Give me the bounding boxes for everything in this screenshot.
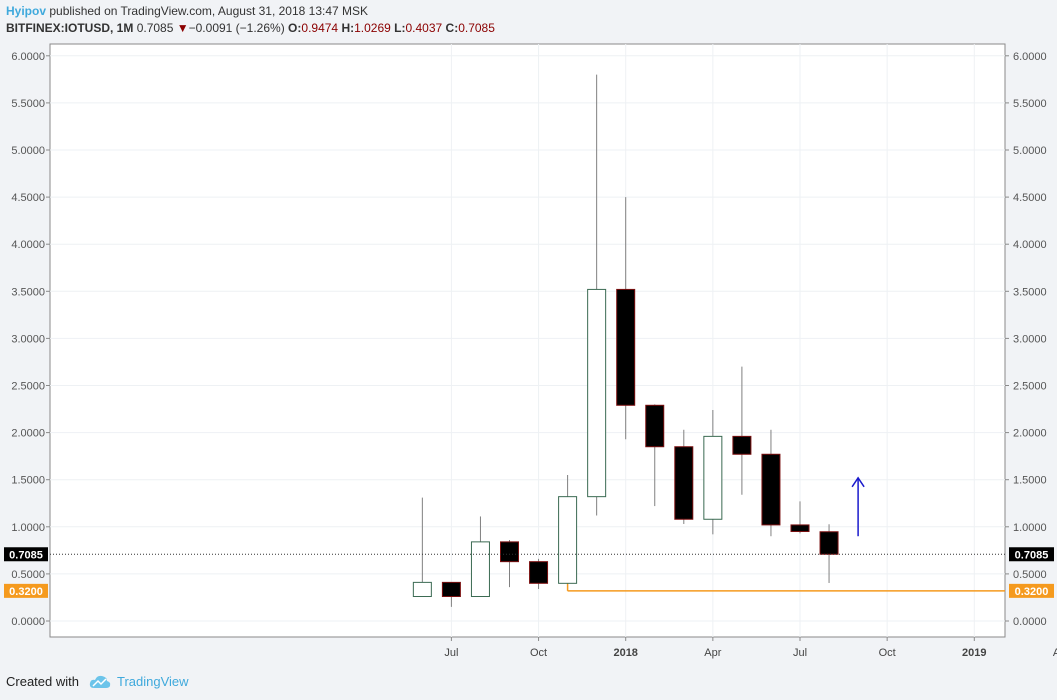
last-price-tag-right-bg bbox=[1009, 547, 1054, 562]
y-tick-label-right: 3.5000 bbox=[1013, 286, 1047, 298]
y-tick-label-left: 2.5000 bbox=[11, 381, 45, 393]
y-tick-label-left: 1.5000 bbox=[11, 475, 45, 487]
ohlc-line: BITFINEX:IOTUSD, 1M 0.7085 ▼−0.0091 (−1.… bbox=[6, 20, 495, 37]
high-label: H: bbox=[341, 21, 355, 35]
y-tick-label-left: 4.5000 bbox=[11, 192, 45, 204]
support-tag-left: 0.3200 bbox=[9, 586, 43, 598]
candle-down[interactable] bbox=[761, 453, 781, 526]
last-price-tag-left-bg bbox=[4, 547, 48, 562]
high-value: 1.0269 bbox=[354, 21, 391, 35]
y-tick-label-right: 4.0000 bbox=[1013, 239, 1047, 251]
candle-down[interactable] bbox=[441, 581, 461, 598]
grid-lines bbox=[50, 44, 1005, 637]
publish-info: published on TradingView.com, August 31,… bbox=[49, 4, 369, 18]
open-label: O: bbox=[288, 21, 302, 35]
x-tick-label: Jul bbox=[444, 647, 458, 659]
x-axis: JulOct2018AprJulOct2019AprJ bbox=[444, 637, 1057, 659]
last-price-tag-left: 0.7085 bbox=[9, 549, 43, 561]
author-link[interactable]: Hyipov bbox=[6, 4, 47, 18]
down-triangle-icon: ▼ bbox=[176, 21, 189, 35]
candles-layer bbox=[412, 74, 839, 607]
y-tick-label-left: 3.5000 bbox=[11, 286, 45, 298]
candle-down[interactable] bbox=[645, 404, 665, 448]
x-tick-label: Apr bbox=[704, 647, 721, 659]
candle-down[interactable] bbox=[819, 531, 839, 555]
y-tick-label-left: 6.0000 bbox=[11, 51, 45, 63]
candle-down[interactable] bbox=[500, 541, 519, 563]
support-tag-right: 0.3200 bbox=[1015, 586, 1049, 598]
support-tag-right-bg bbox=[1009, 583, 1054, 598]
close-label: C: bbox=[445, 21, 459, 35]
y-tick-label-left: 0.0000 bbox=[11, 616, 45, 628]
candle-down[interactable] bbox=[790, 524, 810, 533]
y-tick-label-left: 3.0000 bbox=[11, 333, 45, 345]
y-tick-label-right: 6.0000 bbox=[1013, 51, 1047, 63]
candle-up[interactable] bbox=[470, 541, 490, 598]
y-tick-label-left: 1.0000 bbox=[11, 522, 45, 534]
y-tick-label-right: 3.0000 bbox=[1013, 333, 1047, 345]
x-tick-label: Jul bbox=[793, 647, 807, 659]
price-change: −0.0091 (−1.26%) bbox=[188, 21, 285, 35]
footer: Created with TradingView bbox=[6, 674, 189, 689]
open-value: 0.9474 bbox=[301, 21, 339, 35]
x-tick-label: Oct bbox=[530, 647, 547, 659]
tradingview-brand-link[interactable]: TradingView bbox=[116, 674, 189, 689]
plot-background bbox=[49, 43, 1006, 638]
support-tag-left-bg bbox=[4, 583, 48, 598]
candle-up[interactable] bbox=[587, 288, 607, 498]
up-arrow-head bbox=[851, 476, 865, 488]
x-tick-label: Apr bbox=[1053, 647, 1057, 659]
chart-header: Hyipov published on TradingView.com, Aug… bbox=[6, 3, 495, 37]
overlay-layer bbox=[50, 476, 1005, 555]
y-tick-label-right: 1.0000 bbox=[1013, 522, 1047, 534]
candle-up[interactable] bbox=[558, 496, 578, 584]
publish-line: Hyipov published on TradingView.com, Aug… bbox=[6, 3, 495, 20]
candle-up[interactable] bbox=[412, 581, 432, 598]
symbol-label: BITFINEX:IOTUSD, 1M bbox=[6, 21, 134, 35]
close-value: 0.7085 bbox=[458, 21, 495, 35]
x-tick-label: Oct bbox=[879, 647, 896, 659]
y-tick-label-right: 0.0000 bbox=[1013, 616, 1047, 628]
candle-down[interactable] bbox=[616, 288, 636, 406]
y-tick-label-right: 1.5000 bbox=[1013, 475, 1047, 487]
y-tick-label-right: 2.5000 bbox=[1013, 381, 1047, 393]
y-tick-label-left: 5.5000 bbox=[11, 98, 45, 110]
candle-down[interactable] bbox=[529, 561, 549, 584]
price-tags: 0.7085 0.7085 0.3200 0.3200 bbox=[4, 547, 1054, 598]
low-value: 0.4037 bbox=[405, 21, 443, 35]
support-line-layer bbox=[566, 583, 1005, 592]
candle-up[interactable] bbox=[703, 435, 723, 520]
y-tick-label-left: 2.0000 bbox=[11, 428, 45, 440]
y-tick-label-right: 5.0000 bbox=[1013, 145, 1047, 157]
last-price-tag-right: 0.7085 bbox=[1015, 549, 1049, 561]
y-axis-left: 6.0000 5.5000 5.0000 4.5000 4.0000 3.5000 3.00… bbox=[11, 51, 50, 628]
y-tick-label-left: 4.0000 bbox=[11, 239, 45, 251]
tradingview-cloud-icon bbox=[89, 675, 111, 688]
last-price: 0.7085 bbox=[136, 21, 174, 35]
y-tick-label-left: 0.5000 bbox=[11, 569, 45, 581]
y-axis-right: 6.0000 5.5000 5.0000 4.5000 4.0000 3.5000 3.00… bbox=[1005, 51, 1047, 628]
y-tick-label-right: 0.5000 bbox=[1013, 569, 1047, 581]
candle-down[interactable] bbox=[732, 435, 752, 455]
y-tick-label-right: 4.5000 bbox=[1013, 192, 1047, 204]
x-tick-label: 2019 bbox=[962, 647, 986, 659]
candle-down[interactable] bbox=[674, 446, 694, 520]
x-tick-label: 2018 bbox=[613, 647, 637, 659]
y-tick-label-right: 5.5000 bbox=[1013, 98, 1047, 110]
low-label: L: bbox=[394, 21, 406, 35]
created-with-text: Created with bbox=[6, 674, 79, 689]
y-tick-label-right: 2.0000 bbox=[1013, 428, 1047, 440]
y-tick-label-left: 5.0000 bbox=[11, 145, 45, 157]
